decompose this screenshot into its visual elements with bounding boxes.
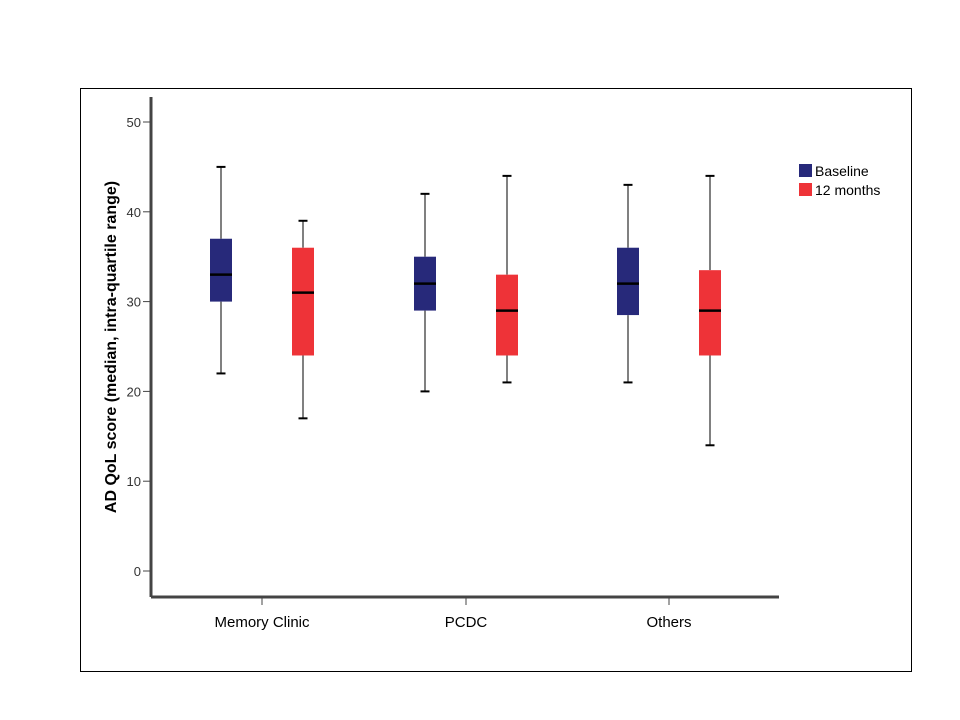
category-label-1: Memory Clinic xyxy=(214,614,310,631)
iqr-box xyxy=(496,274,518,356)
y-tick-label-20: 20 xyxy=(127,384,141,399)
legend-label-12-months: 12 months xyxy=(815,182,880,198)
y-tick-label-50: 50 xyxy=(127,115,141,130)
y-tick-label-10: 10 xyxy=(127,474,141,489)
legend-swatch-12-months xyxy=(799,183,812,196)
box-baseline-1 xyxy=(210,165,232,375)
iqr-box xyxy=(699,270,721,356)
y-tick-label-40: 40 xyxy=(127,205,141,220)
iqr-box xyxy=(617,247,639,316)
legend-swatch-baseline xyxy=(799,164,812,177)
boxes xyxy=(210,165,721,447)
box-12-months-3 xyxy=(699,174,721,447)
box-baseline-2 xyxy=(414,192,436,393)
y-tick-label-0: 0 xyxy=(134,564,141,579)
category-label-3: Others xyxy=(646,614,691,631)
box-12-months-2 xyxy=(496,174,518,384)
chart-frame: 0 10 20 30 40 50 Memory Clinic PCDC Others Basel… xyxy=(80,88,912,672)
legend-label-baseline: Baseline xyxy=(815,163,869,179)
boxplot-chart: 0 10 20 30 40 50 Memory Clinic PCDC Others Basel… xyxy=(103,97,880,631)
box-baseline-3 xyxy=(617,183,639,384)
y-tick-label-30: 30 xyxy=(127,295,141,310)
iqr-box xyxy=(292,247,314,356)
legend: Baseline 12 months xyxy=(799,163,880,198)
iqr-box xyxy=(210,238,232,302)
category-label-2: PCDC xyxy=(445,614,488,631)
box-12-months-1 xyxy=(292,219,314,420)
y-axis-label: AD QoL score (median, intra-quartile ran… xyxy=(103,181,120,513)
axes: 0 10 20 30 40 50 Memory Clinic PCDC Others xyxy=(127,97,779,631)
